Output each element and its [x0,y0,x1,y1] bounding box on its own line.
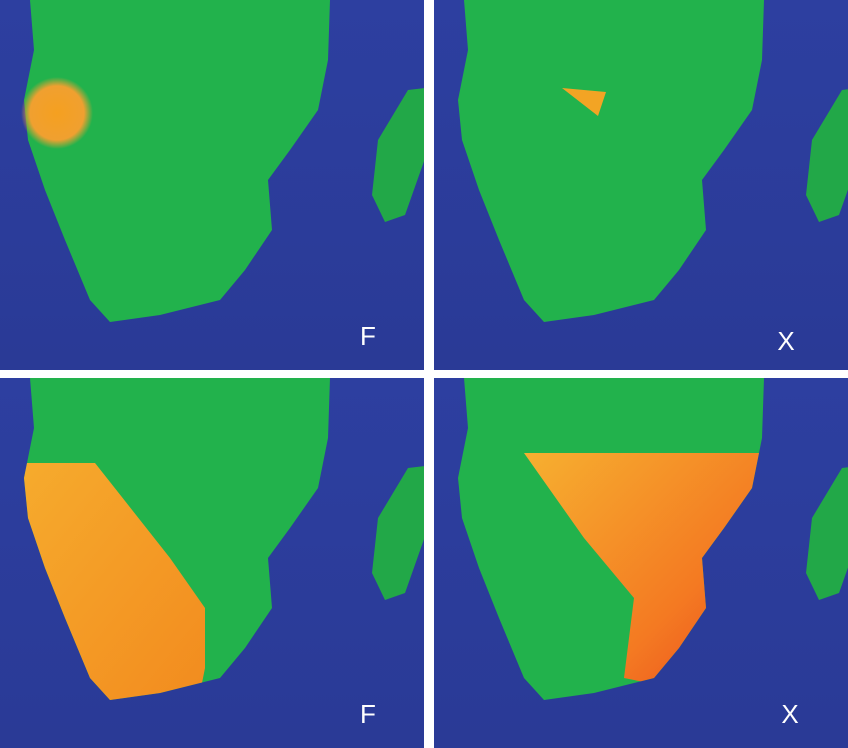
figure: F X F X [0,0,848,748]
panel-label: X [777,326,794,356]
panel-label: F [360,699,376,729]
panel-label: X [781,699,798,729]
map-panel: X [434,378,848,748]
range-overlay [21,77,93,149]
map-panel: F [0,0,424,370]
panel-label: F [360,321,376,351]
map-panel: F [0,378,424,748]
map-panel: X [434,0,848,370]
